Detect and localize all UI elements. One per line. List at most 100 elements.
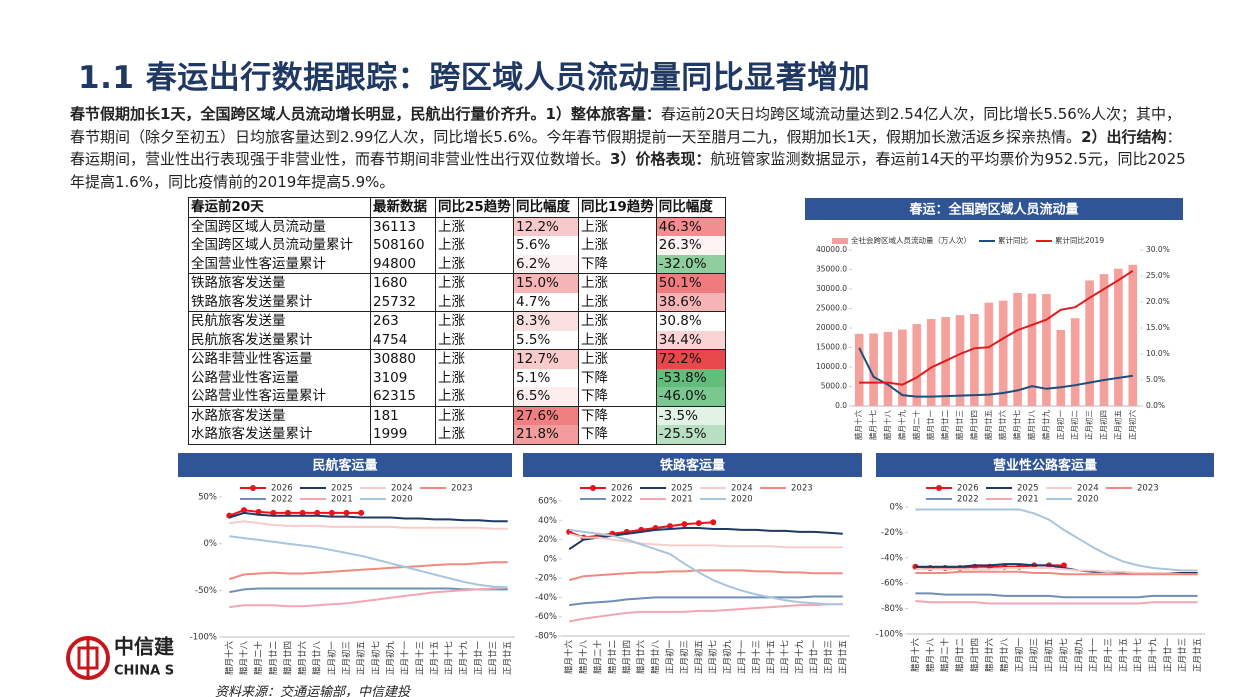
x-tick-label: 腊月廿四 bbox=[969, 638, 980, 672]
legend-label: 2024 bbox=[731, 484, 753, 494]
table-cell: 21.8% bbox=[513, 425, 579, 445]
x-tick-label: 正月初一 bbox=[1055, 410, 1065, 440]
legend-label: 2024 bbox=[391, 484, 413, 494]
table-row: 公路非营业性客运量 30880 上涨 12.7% 上涨 72.2% bbox=[188, 349, 726, 369]
marker bbox=[270, 509, 277, 516]
x-tick-label: 正月初四 bbox=[1098, 410, 1108, 440]
table-cell: 最新数据 bbox=[370, 197, 436, 218]
y2-tick-label: 15.0% bbox=[1146, 323, 1170, 332]
x-tick-label: 腊月十八 bbox=[882, 410, 892, 440]
y2-tick-label: 20.0% bbox=[1146, 297, 1170, 306]
legend-label: 2024 bbox=[1077, 484, 1099, 494]
y-tick-label: 40000.0 bbox=[816, 245, 847, 254]
legend-marker bbox=[590, 485, 596, 491]
x-tick-label: 腊月二十 bbox=[593, 640, 604, 675]
y-tick-label: -20% bbox=[535, 574, 557, 584]
marker bbox=[240, 507, 247, 514]
table-cell: 上涨 bbox=[435, 425, 514, 445]
x-tick-label: 腊月廿八 bbox=[1026, 410, 1036, 440]
line bbox=[569, 595, 843, 607]
table-cell: 上涨 bbox=[435, 236, 514, 255]
table-cell: 春运前20天 bbox=[188, 197, 371, 218]
page-title: 1.1 春运出行数据跟踪：跨区域人员流动量同比显著增加 bbox=[78, 60, 871, 96]
bar bbox=[955, 315, 965, 406]
table-cell: 1999 bbox=[370, 425, 436, 445]
y-tick-label: -60% bbox=[881, 579, 903, 589]
summary-bold: 3）价格表现： bbox=[610, 150, 711, 168]
y-tick-label: -100% bbox=[190, 633, 217, 643]
legend-label: 累计同比2019 bbox=[1055, 235, 1104, 245]
x-tick-label: 正月十七 bbox=[780, 640, 791, 675]
summary-bold: 春节假期加长1天，全国跨区域人员流动增长明显，民航出行量价齐升。1）整体旅客量： bbox=[70, 105, 661, 123]
marker bbox=[710, 519, 717, 526]
x-tick-label: 腊月十六 bbox=[853, 410, 863, 440]
legend-label: 2026 bbox=[271, 484, 293, 494]
y-tick-label: 20% bbox=[538, 535, 557, 545]
table-cell: 94800 bbox=[370, 254, 436, 274]
x-tick-label: 正月初三 bbox=[1029, 638, 1040, 672]
line bbox=[229, 587, 508, 594]
x-tick-label: 腊月十八 bbox=[238, 641, 249, 676]
line bbox=[858, 347, 1133, 398]
y-tick-label: 40% bbox=[538, 516, 557, 526]
table-cell: 上涨 bbox=[578, 292, 657, 312]
bar bbox=[998, 300, 1008, 406]
marker bbox=[695, 520, 702, 527]
line bbox=[915, 567, 1198, 576]
table-cell: -53.8% bbox=[655, 368, 726, 387]
x-tick-label: 腊月十九 bbox=[896, 410, 906, 440]
table-cell: 30.8% bbox=[655, 311, 726, 331]
table-cell: 8.3% bbox=[513, 311, 579, 331]
table-cell: 上涨 bbox=[435, 405, 514, 425]
table-cell: 25732 bbox=[370, 292, 436, 312]
bar bbox=[1099, 274, 1109, 406]
x-tick-label: 正月廿五 bbox=[837, 640, 848, 675]
x-tick-label: 腊月廿二 bbox=[607, 640, 618, 675]
x-tick-label: 腊月廿八 bbox=[650, 640, 661, 675]
table-row: 水路旅客发送量 181 上涨 27.6% 下降 -3.5% bbox=[188, 405, 726, 425]
x-tick-label: 腊月廿六 bbox=[984, 638, 995, 673]
marker bbox=[299, 509, 306, 516]
table-row: 全国营业性客运量累计 94800 上涨 6.2% 下降 -32.0% bbox=[188, 254, 726, 274]
x-tick-label: 正月十九 bbox=[1148, 638, 1159, 673]
x-tick-label: 正月廿三 bbox=[823, 640, 834, 674]
chart: 春运：全国跨区域人员流动量 0.0 5000.0 10000.0 15000.0 2000… bbox=[805, 198, 1183, 440]
table-cell: 上涨 bbox=[435, 273, 514, 293]
chart-header bbox=[523, 453, 862, 477]
table-cell: 铁路旅客发送量 bbox=[188, 273, 371, 293]
y2-tick-label: 10.0% bbox=[1146, 349, 1170, 358]
x-tick-label: 正月初二 bbox=[1069, 410, 1079, 440]
line bbox=[915, 600, 1198, 605]
table-row: 水路旅客发送量累计 1999 上涨 21.8% 下降 -25.5% bbox=[188, 425, 726, 445]
table-cell: 12.7% bbox=[513, 349, 579, 369]
y-tick-label: 0% bbox=[890, 503, 904, 513]
table-row: 全国跨区域人员流动量 36113 上涨 12.2% 上涨 46.3% bbox=[188, 217, 726, 236]
summary-text: 春运前20天日均跨区域流动量达到2.54亿人次，同比增长5.56%人次；其中，春… bbox=[70, 105, 1182, 146]
line bbox=[229, 535, 508, 589]
table-cell: 263 bbox=[370, 311, 436, 331]
table-cell: -32.0% bbox=[655, 254, 726, 274]
line bbox=[229, 586, 508, 609]
y2-tick-label: 0.0% bbox=[1146, 401, 1165, 410]
table-cell: 上涨 bbox=[435, 349, 514, 369]
summary-text: ：春运期间，营业性出行表现强于非营业性，而春节期间非营业性出行双位数增长。 bbox=[70, 127, 1182, 169]
table-cell: 下降 bbox=[578, 368, 657, 387]
legend-label: 2022 bbox=[957, 495, 979, 505]
line bbox=[915, 570, 1198, 576]
y-tick-label: -80% bbox=[881, 604, 903, 614]
y2-tick-label: 30.0% bbox=[1146, 245, 1170, 254]
x-tick-label: 正月初七 bbox=[708, 640, 719, 675]
legend-label: 2023 bbox=[1137, 484, 1159, 494]
y-tick-label: 25000.0 bbox=[816, 304, 847, 313]
table-cell: 3109 bbox=[370, 368, 436, 387]
table-cell: 上涨 bbox=[435, 330, 514, 350]
x-tick-label: 腊月廿五 bbox=[983, 410, 993, 440]
legend-label: 2022 bbox=[611, 495, 633, 505]
table-cell: 全国营业性客运量累计 bbox=[188, 254, 371, 274]
line bbox=[568, 532, 843, 549]
line bbox=[229, 561, 508, 581]
table-row: 春运前20天 最新数据 同比25趋势 同比幅度 同比19趋势 同比幅度 bbox=[188, 197, 726, 218]
table-cell: 上涨 bbox=[578, 217, 657, 236]
table-row: 铁路旅客发送量 1680 上涨 15.0% 上涨 50.1% bbox=[188, 273, 726, 293]
line bbox=[228, 509, 362, 517]
